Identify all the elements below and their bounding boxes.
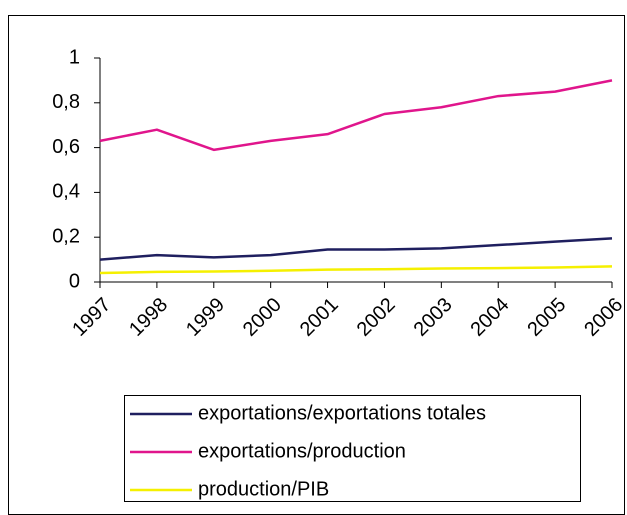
legend: exportations/exportations totales exporta… (124, 395, 581, 502)
y-tick-label: 1 (69, 46, 80, 68)
y-tick-label: 0,8 (52, 91, 80, 113)
y-tick-label: 0,4 (52, 181, 80, 203)
series-line (99, 79, 613, 152)
legend-box (124, 395, 581, 502)
legend-label: production/PIB (198, 478, 329, 500)
y-tick-label: 0,6 (52, 136, 80, 158)
legend-label: exportations/exportations totales (198, 402, 486, 424)
y-tick-label: 0,2 (52, 225, 80, 247)
legend-label: exportations/production (198, 440, 406, 462)
y-tick-label: 0 (69, 270, 80, 292)
series-line (99, 265, 613, 275)
series-line (99, 237, 613, 261)
